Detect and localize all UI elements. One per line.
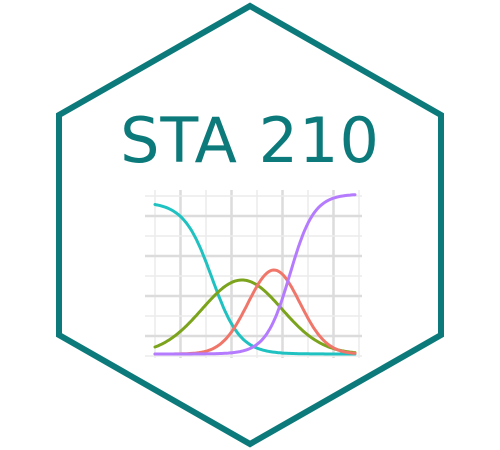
teal-decreasing-sigmoid-line	[153, 203, 357, 356]
olive-bell-curve-line	[153, 278, 357, 355]
course-title: STA 210	[120, 104, 380, 177]
plot-curves	[153, 193, 357, 356]
purple-increasing-sigmoid-line	[153, 193, 357, 356]
hexagon-frame-icon	[56, 2, 444, 448]
